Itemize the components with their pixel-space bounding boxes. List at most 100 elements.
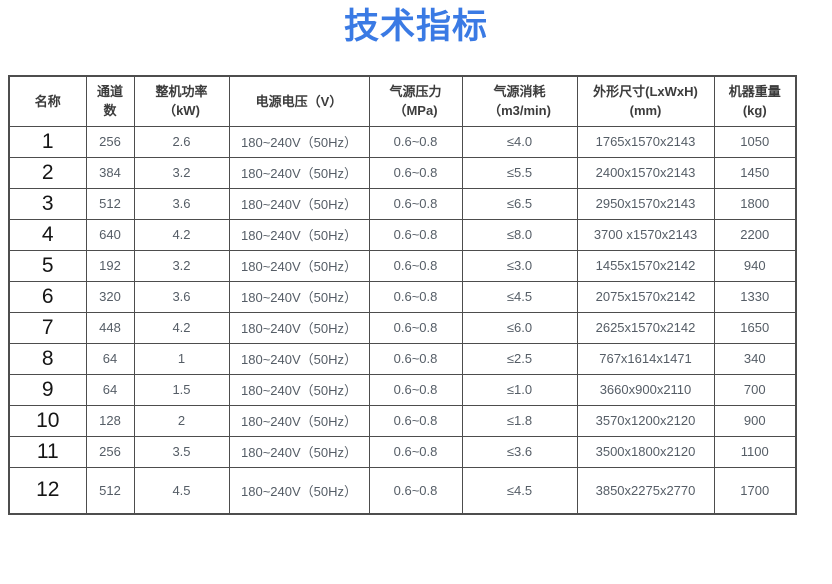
cell-name: 7 <box>8 311 87 344</box>
cell-weight: 1450 <box>713 156 797 189</box>
cell-name: 3 <box>8 187 87 220</box>
cell-pressure: 0.6~0.8 <box>368 187 463 220</box>
cell-consumption: ≤5.5 <box>461 156 578 189</box>
cell-name: 12 <box>8 466 87 515</box>
cell-name: 9 <box>8 373 87 406</box>
cell-consumption: ≤1.8 <box>461 404 578 437</box>
cell-power: 3.6 <box>133 280 230 313</box>
cell-voltage: 180~240V（50Hz） <box>228 249 370 282</box>
table-row: 4 640 4.2 180~240V（50Hz） 0.6~0.8 ≤8.0 3700 x15… <box>8 218 797 251</box>
cell-voltage: 180~240V（50Hz） <box>228 125 370 158</box>
cell-pressure: 0.6~0.8 <box>368 125 463 158</box>
column-header-pressure: 气源压力 （MPa) <box>368 75 463 127</box>
cell-channels: 320 <box>85 280 135 313</box>
cell-weight: 1050 <box>713 125 797 158</box>
cell-consumption: ≤6.0 <box>461 311 578 344</box>
cell-consumption: ≤3.6 <box>461 435 578 468</box>
cell-consumption: ≤2.5 <box>461 342 578 375</box>
cell-consumption: ≤6.5 <box>461 187 578 220</box>
table-row: 11 256 3.5 180~240V（50Hz） 0.6~0.8 ≤3.6 3500x18… <box>8 435 797 468</box>
cell-consumption: ≤1.0 <box>461 373 578 406</box>
cell-name: 8 <box>8 342 87 375</box>
cell-voltage: 180~240V（50Hz） <box>228 187 370 220</box>
cell-weight: 900 <box>713 404 797 437</box>
cell-power: 1.5 <box>133 373 230 406</box>
cell-voltage: 180~240V（50Hz） <box>228 311 370 344</box>
column-header-weight: 机器重量 (kg) <box>713 75 797 127</box>
cell-voltage: 180~240V（50Hz） <box>228 373 370 406</box>
cell-consumption: ≤4.0 <box>461 125 578 158</box>
cell-consumption: ≤3.0 <box>461 249 578 282</box>
cell-pressure: 0.6~0.8 <box>368 404 463 437</box>
cell-voltage: 180~240V（50Hz） <box>228 435 370 468</box>
cell-power: 4.5 <box>133 466 230 515</box>
cell-name: 5 <box>8 249 87 282</box>
cell-channels: 256 <box>85 125 135 158</box>
cell-dimensions: 2075x1570x2142 <box>576 280 715 313</box>
cell-channels: 192 <box>85 249 135 282</box>
spec-table: 名称 通道 数 整机功率 （kW) 电源电压（V） 气源压力 （MPa) 气源消… <box>8 75 797 515</box>
cell-weight: 1800 <box>713 187 797 220</box>
cell-weight: 1650 <box>713 311 797 344</box>
cell-name: 11 <box>8 435 87 468</box>
cell-dimensions: 2950x1570x2143 <box>576 187 715 220</box>
cell-power: 4.2 <box>133 218 230 251</box>
cell-dimensions: 3500x1800x2120 <box>576 435 715 468</box>
cell-channels: 384 <box>85 156 135 189</box>
cell-pressure: 0.6~0.8 <box>368 249 463 282</box>
table-row: 3 512 3.6 180~240V（50Hz） 0.6~0.8 ≤6.5 2950x157… <box>8 187 797 220</box>
column-header-voltage: 电源电压（V） <box>228 75 370 127</box>
cell-name: 6 <box>8 280 87 313</box>
cell-channels: 512 <box>85 466 135 515</box>
cell-pressure: 0.6~0.8 <box>368 156 463 189</box>
cell-power: 2 <box>133 404 230 437</box>
page-title: 技术指标 <box>343 7 488 46</box>
cell-weight: 2200 <box>713 218 797 251</box>
cell-voltage: 180~240V（50Hz） <box>228 404 370 437</box>
spec-table-body: 1 256 2.6 180~240V（50Hz） 0.6~0.8 ≤4.0 1765x157… <box>8 125 797 515</box>
cell-dimensions: 2400x1570x2143 <box>576 156 715 189</box>
cell-pressure: 0.6~0.8 <box>368 280 463 313</box>
cell-pressure: 0.6~0.8 <box>368 466 463 515</box>
cell-weight: 1100 <box>713 435 797 468</box>
table-row: 7 448 4.2 180~240V（50Hz） 0.6~0.8 ≤6.0 2625x157… <box>8 311 797 344</box>
table-row: 1 256 2.6 180~240V（50Hz） 0.6~0.8 ≤4.0 1765x157… <box>8 125 797 158</box>
cell-pressure: 0.6~0.8 <box>368 311 463 344</box>
cell-channels: 512 <box>85 187 135 220</box>
column-header-name: 名称 <box>8 75 87 127</box>
cell-channels: 448 <box>85 311 135 344</box>
table-row: 6 320 3.6 180~240V（50Hz） 0.6~0.8 ≤4.5 2075x157… <box>8 280 797 313</box>
cell-channels: 128 <box>85 404 135 437</box>
cell-power: 1 <box>133 342 230 375</box>
cell-power: 3.2 <box>133 156 230 189</box>
cell-voltage: 180~240V（50Hz） <box>228 342 370 375</box>
cell-weight: 1700 <box>713 466 797 515</box>
cell-weight: 700 <box>713 373 797 406</box>
cell-name: 10 <box>8 404 87 437</box>
cell-power: 2.6 <box>133 125 230 158</box>
column-header-consumption: 气源消耗 （m3/min) <box>461 75 578 127</box>
cell-power: 3.5 <box>133 435 230 468</box>
cell-consumption: ≤4.5 <box>461 280 578 313</box>
cell-name: 1 <box>8 125 87 158</box>
cell-dimensions: 767x1614x1471 <box>576 342 715 375</box>
cell-channels: 640 <box>85 218 135 251</box>
table-row: 9 64 1.5 180~240V（50Hz） 0.6~0.8 ≤1.0 3660x900x… <box>8 373 797 406</box>
cell-power: 3.2 <box>133 249 230 282</box>
column-header-channels: 通道 数 <box>85 75 135 127</box>
table-row: 2 384 3.2 180~240V（50Hz） 0.6~0.8 ≤5.5 2400x157… <box>8 156 797 189</box>
cell-dimensions: 3700 x1570x2143 <box>576 218 715 251</box>
cell-dimensions: 1765x1570x2143 <box>576 125 715 158</box>
cell-channels: 64 <box>85 342 135 375</box>
cell-pressure: 0.6~0.8 <box>368 218 463 251</box>
cell-weight: 940 <box>713 249 797 282</box>
header-row: 名称 通道 数 整机功率 （kW) 电源电压（V） 气源压力 （MPa) 气源消… <box>8 75 797 127</box>
cell-pressure: 0.6~0.8 <box>368 342 463 375</box>
cell-voltage: 180~240V（50Hz） <box>228 218 370 251</box>
spec-table-header: 名称 通道 数 整机功率 （kW) 电源电压（V） 气源压力 （MPa) 气源消… <box>8 75 797 127</box>
cell-power: 4.2 <box>133 311 230 344</box>
cell-consumption: ≤8.0 <box>461 218 578 251</box>
cell-voltage: 180~240V（50Hz） <box>228 466 370 515</box>
column-header-dimensions: 外形尺寸(LxWxH) (mm) <box>576 75 715 127</box>
cell-pressure: 0.6~0.8 <box>368 435 463 468</box>
